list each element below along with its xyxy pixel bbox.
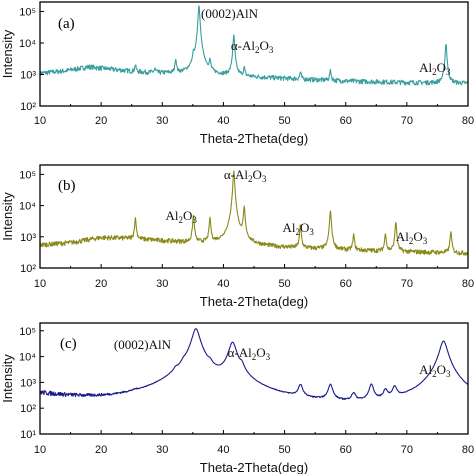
peak-annotation: Al2O3: [419, 60, 451, 77]
y-axis-title: Intensity: [0, 354, 15, 403]
x-tick-label: 40: [217, 278, 229, 290]
x-tick-label: 80: [462, 444, 474, 456]
x-tick-label: 50: [278, 115, 290, 127]
xrd-trace: [39, 5, 469, 86]
x-tick-label: 30: [156, 278, 168, 290]
y-tick-label: 10⁴: [19, 38, 36, 50]
x-axis-title: Theta-2Theta(deg): [200, 131, 308, 146]
x-tick-label: 30: [156, 444, 168, 456]
peak-annotation: Al2O3: [282, 220, 314, 237]
x-tick-label: 60: [340, 115, 352, 127]
peak-annotation: α-Al2O3: [224, 167, 267, 184]
x-tick-label: 10: [34, 115, 46, 127]
y-tick-label: 10¹: [20, 429, 36, 441]
x-tick-label: 80: [462, 278, 474, 290]
peak-annotation: (0002)AlN: [114, 337, 172, 352]
y-tick-label: 10³: [20, 232, 36, 244]
x-tick-label: 60: [340, 444, 352, 456]
x-tick-label: 10: [34, 444, 46, 456]
y-axis-title: Intensity: [0, 192, 15, 241]
y-tick-label: 10³: [20, 377, 36, 389]
panel-label: (a): [58, 16, 75, 32]
x-tick-label: 60: [340, 278, 352, 290]
panel-label: (b): [58, 178, 76, 194]
x-tick-label: 70: [401, 115, 413, 127]
xrd-trace: [39, 170, 469, 256]
y-tick-label: 10⁵: [19, 6, 36, 18]
x-tick-label: 20: [95, 278, 107, 290]
peak-annotation: α-Al2O3: [228, 345, 271, 362]
x-tick-label: 80: [462, 115, 474, 127]
y-tick-label: 10²: [20, 263, 36, 275]
x-tick-label: 50: [278, 444, 290, 456]
x-tick-label: 70: [401, 278, 413, 290]
x-tick-label: 50: [278, 278, 290, 290]
peak-annotation: (0002)AlN: [201, 6, 259, 21]
x-tick-label: 30: [156, 115, 168, 127]
y-tick-label: 10³: [20, 69, 36, 81]
panel-a: 10 20 30 40 50 60 70 80 10² 10³ 10⁴ 10⁵ Theta-2Theta…: [0, 1, 474, 146]
x-axis-title: Theta-2Theta(deg): [200, 294, 308, 309]
panel-b: 10 20 30 40 50 60 70 80 10² 10³ 10⁴ 10⁵ Theta-2Theta…: [0, 164, 474, 309]
peak-annotation: Al2O3: [419, 362, 451, 379]
x-tick-label: 20: [95, 444, 107, 456]
y-tick-label: 10²: [20, 101, 36, 113]
x-tick-label: 40: [217, 444, 229, 456]
y-tick-label: 10⁵: [19, 326, 36, 338]
y-axis-title: Intensity: [0, 29, 15, 78]
peak-annotation: Al2O3: [396, 229, 428, 246]
x-tick-label: 70: [401, 444, 413, 456]
peak-annotation: Al2O3: [165, 208, 197, 225]
panel-label: (c): [60, 336, 77, 352]
y-tick-label: 10⁴: [19, 352, 36, 364]
y-tick-label: 10⁵: [19, 169, 36, 181]
y-tick-label: 10²: [20, 403, 36, 415]
y-tick-label: 10⁴: [19, 201, 36, 213]
peak-annotation: α-Al2O3: [231, 38, 274, 55]
x-tick-label: 10: [34, 278, 46, 290]
panel-c: 10 20 30 40 50 60 70 80 10¹ 10² 10³ 10⁴ 10⁵ Theta-2Th…: [0, 322, 474, 474]
x-tick-label: 40: [217, 115, 229, 127]
xrd-trace: [39, 328, 469, 400]
x-tick-label: 20: [95, 115, 107, 127]
x-axis-title: Theta-2Theta(deg): [200, 460, 308, 474]
